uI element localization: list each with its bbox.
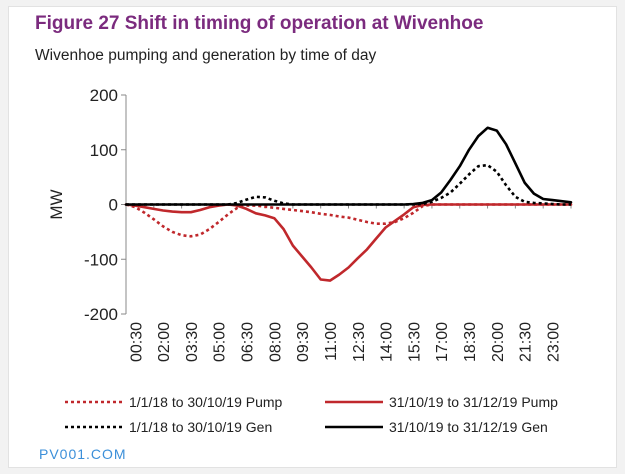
legend-label-3: 1/1/18 to 30/10/19 Gen — [129, 419, 272, 435]
chart-legend: 1/1/18 to 30/10/19 Pump 31/10/19 to 31/12… — [65, 394, 558, 435]
series-line-3 — [126, 163, 571, 206]
chart-axes: 200 100 0 -100 -200 MW 00:30 02:00 03:30 05:00 06:… — [47, 86, 572, 362]
series-line-4 — [124, 126, 573, 206]
y-tick-label: 100 — [90, 141, 118, 160]
x-tick-label: 12:30 — [351, 322, 368, 362]
x-tick-label: 06:30 — [240, 322, 257, 362]
legend-label-4: 31/10/19 to 31/12/19 Gen — [389, 419, 548, 435]
figure-subtitle: Wivenhoe pumping and generation by time … — [35, 47, 377, 64]
y-tick-label: -100 — [84, 250, 118, 269]
y-axis-label: MW — [47, 189, 66, 219]
y-tick-label: 0 — [109, 196, 118, 215]
series-line-2 — [124, 203, 573, 282]
x-tick-label: 23:00 — [545, 322, 562, 362]
figure-card: Figure 27 Shift in timing of operation a… — [8, 6, 617, 468]
x-tick-label: 15:30 — [406, 322, 423, 362]
legend-label-2: 31/10/19 to 31/12/19 Pump — [389, 394, 558, 410]
x-tick-label: 02:00 — [156, 322, 173, 362]
y-tick-label: 200 — [90, 86, 118, 105]
x-tick-label: 17:00 — [434, 322, 451, 362]
x-tick-label: 09:30 — [295, 322, 312, 362]
y-tick-label: -200 — [84, 305, 118, 324]
x-tick-label: 00:30 — [128, 322, 145, 362]
x-tick-label: 08:00 — [267, 322, 284, 362]
x-tick-label: 18:30 — [462, 322, 479, 362]
x-tick-label: 20:00 — [490, 322, 507, 362]
legend-label-1: 1/1/18 to 30/10/19 Pump — [129, 394, 283, 410]
chart-series — [124, 126, 573, 282]
x-tick-label: 11:00 — [323, 322, 340, 361]
figure-title: Figure 27 Shift in timing of operation a… — [35, 13, 484, 34]
watermark-text: PV001.COM — [39, 446, 127, 462]
x-tick-label: 21:30 — [518, 322, 535, 362]
x-tick-label: 05:00 — [212, 322, 229, 362]
x-tick-label: 03:30 — [184, 322, 201, 362]
x-tick-label: 14:00 — [379, 322, 396, 362]
series-line-1 — [125, 203, 571, 238]
